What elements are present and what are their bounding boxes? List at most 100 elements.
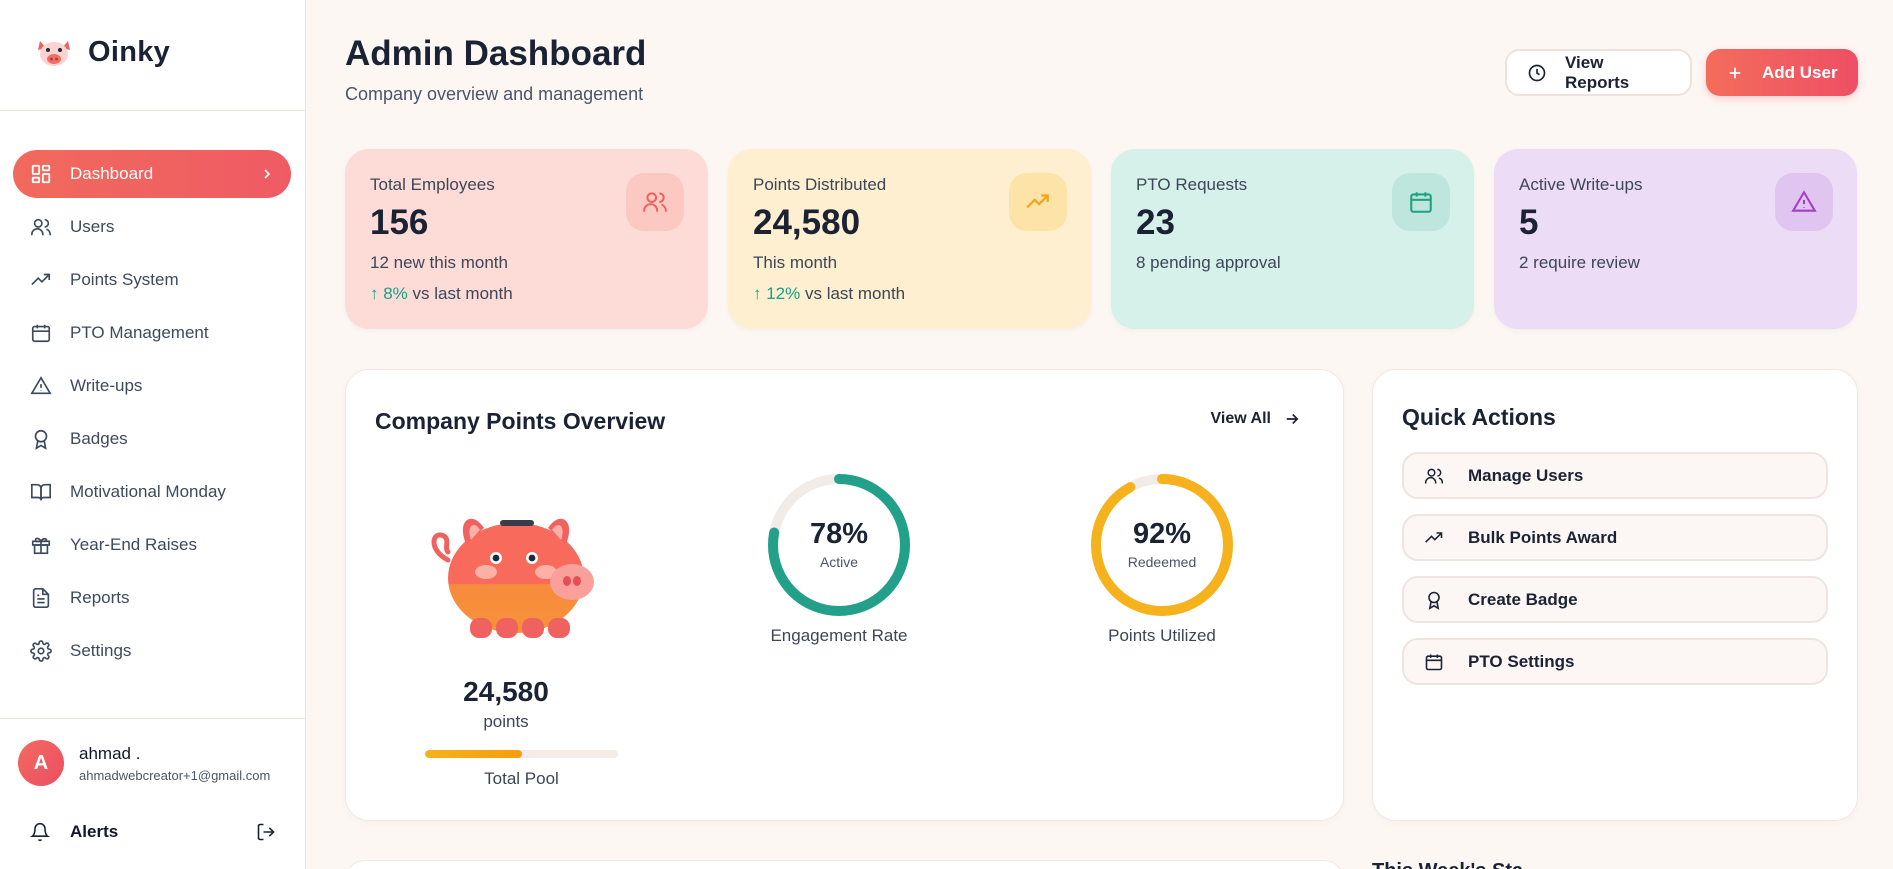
points-utilized-ring: 92% Redeemed bbox=[1087, 470, 1237, 620]
pto-settings-button[interactable]: PTO Settings bbox=[1402, 638, 1828, 685]
users-icon bbox=[29, 215, 53, 239]
sidebar-item-motivational-monday[interactable]: Motivational Monday bbox=[13, 468, 291, 516]
alert-triangle-icon bbox=[29, 374, 53, 398]
sidebar-item-settings[interactable]: Settings bbox=[13, 627, 291, 675]
create-badge-button[interactable]: Create Badge bbox=[1402, 576, 1828, 623]
sidebar-item-write-ups[interactable]: Write-ups bbox=[13, 362, 291, 410]
pool-progress-fill bbox=[425, 750, 522, 758]
sidebar-item-points-system[interactable]: Points System bbox=[13, 256, 291, 304]
sidebar-item-dashboard[interactable]: Dashboard bbox=[13, 150, 291, 198]
view-reports-label: View Reports bbox=[1565, 52, 1630, 92]
award-icon bbox=[29, 427, 53, 451]
chevron-right-icon bbox=[259, 166, 275, 182]
user-profile[interactable]: A ahmad . ahmadwebcreator+1@gmail.com bbox=[18, 740, 279, 786]
page-subtitle: Company overview and management bbox=[345, 84, 644, 104]
stat-card-pto-requests[interactable]: PTO Requests 23 8 pending approval bbox=[1111, 149, 1474, 329]
book-open-icon bbox=[29, 480, 53, 504]
stat-trend: ↑ 12% vs last month bbox=[753, 284, 1066, 304]
sidebar-item-label: Points System bbox=[70, 270, 179, 289]
ring-value: 78% bbox=[809, 518, 869, 550]
sidebar-item-label: Write-ups bbox=[70, 376, 143, 395]
sidebar-item-label: Year-End Raises bbox=[70, 535, 197, 554]
quick-actions-panel: Quick Actions Manage Users Bulk Points A… bbox=[1372, 369, 1858, 821]
logout-icon[interactable] bbox=[256, 822, 276, 842]
stat-value: 24,580 bbox=[753, 203, 861, 242]
clock-icon bbox=[1527, 63, 1547, 83]
sidebar: Oinky Dashboard Users Points System bbox=[0, 0, 306, 869]
sidebar-item-label: Badges bbox=[70, 429, 128, 448]
manage-users-button[interactable]: Manage Users bbox=[1402, 452, 1828, 499]
stat-trend: ↑ 8% vs last month bbox=[370, 284, 683, 304]
gift-icon bbox=[29, 533, 53, 557]
stat-subtext: This month bbox=[753, 253, 838, 272]
panel-title: Quick Actions bbox=[1402, 404, 1556, 430]
stat-label: Active Write-ups bbox=[1519, 175, 1643, 194]
brand-name: Oinky bbox=[88, 35, 171, 68]
trending-up-icon bbox=[1424, 528, 1444, 548]
sidebar-item-badges[interactable]: Badges bbox=[13, 415, 291, 463]
user-email: ahmadwebcreator+1@gmail.com bbox=[79, 767, 271, 783]
view-all-label: View All bbox=[1210, 410, 1271, 427]
stat-card-points-distributed[interactable]: Points Distributed 24,580 This month ↑ 1… bbox=[728, 149, 1091, 329]
arrow-right-icon bbox=[1283, 410, 1301, 428]
dashboard-icon bbox=[29, 162, 53, 186]
quick-action-label: Manage Users bbox=[1468, 465, 1584, 485]
trend-text: vs last month bbox=[800, 284, 906, 303]
pool-label: Total Pool bbox=[484, 769, 559, 788]
stat-label: Points Distributed bbox=[753, 175, 887, 194]
pool-value: 24,580 bbox=[463, 676, 549, 707]
gear-icon bbox=[29, 639, 53, 663]
bell-icon[interactable] bbox=[30, 822, 50, 842]
stat-subtext: 2 require review bbox=[1519, 253, 1640, 272]
calendar-icon bbox=[1392, 173, 1450, 231]
view-all-link[interactable]: View All bbox=[1211, 410, 1301, 428]
stat-label: Total Employees bbox=[370, 175, 495, 194]
ring-sublabel: Active bbox=[819, 554, 859, 570]
page-title: Admin Dashboard bbox=[345, 34, 647, 73]
quick-action-label: Create Badge bbox=[1468, 589, 1578, 609]
stat-subtext: 8 pending approval bbox=[1136, 253, 1281, 272]
ring-label: Engagement Rate bbox=[770, 626, 908, 645]
award-icon bbox=[1424, 590, 1444, 610]
partial-section-title: This Week's Sta... bbox=[1372, 860, 1540, 869]
sidebar-item-label: Dashboard bbox=[70, 164, 154, 183]
plus-icon bbox=[1726, 64, 1744, 82]
ring-value: 92% bbox=[1132, 518, 1192, 550]
brand[interactable]: Oinky bbox=[34, 30, 170, 74]
sidebar-item-label: Motivational Monday bbox=[70, 482, 226, 501]
add-user-button[interactable]: Add User bbox=[1706, 49, 1858, 96]
sidebar-item-reports[interactable]: Reports bbox=[13, 574, 291, 622]
file-text-icon bbox=[29, 586, 53, 610]
ring-progress-arc bbox=[1091, 474, 1233, 616]
stat-label: PTO Requests bbox=[1136, 175, 1248, 194]
quick-action-label: Bulk Points Award bbox=[1468, 527, 1618, 547]
trending-up-icon bbox=[1009, 173, 1067, 231]
view-reports-button[interactable]: View Reports bbox=[1505, 49, 1692, 96]
pool-progress-bar bbox=[425, 750, 618, 758]
add-user-label: Add User bbox=[1762, 62, 1838, 82]
engagement-rate-ring: 78% Active bbox=[764, 470, 914, 620]
sidebar-item-year-end-raises[interactable]: Year-End Raises bbox=[13, 521, 291, 569]
pool-unit: points bbox=[483, 712, 529, 731]
user-name: ahmad . bbox=[79, 743, 141, 763]
stat-value: 5 bbox=[1519, 203, 1539, 242]
ring-sublabel: Redeemed bbox=[1127, 554, 1197, 570]
avatar: A bbox=[18, 740, 64, 786]
ring-progress-arc bbox=[768, 474, 910, 616]
alerts-button[interactable]: Alerts bbox=[70, 822, 119, 841]
stat-subtext: 12 new this month bbox=[370, 253, 508, 272]
stat-card-total-employees[interactable]: Total Employees 156 12 new this month ↑ … bbox=[345, 149, 708, 329]
trend-value: ↑ 12% bbox=[753, 284, 801, 303]
alert-triangle-icon bbox=[1775, 173, 1833, 231]
calendar-icon bbox=[1424, 652, 1444, 672]
partial-card bbox=[345, 860, 1344, 869]
divider bbox=[0, 718, 305, 719]
bulk-points-award-button[interactable]: Bulk Points Award bbox=[1402, 514, 1828, 561]
pig-logo-icon bbox=[34, 35, 74, 69]
piggy-bank-illustration bbox=[426, 500, 606, 640]
calendar-icon bbox=[29, 321, 53, 345]
trend-text: vs last month bbox=[407, 284, 513, 303]
sidebar-item-users[interactable]: Users bbox=[13, 203, 291, 251]
sidebar-item-pto-management[interactable]: PTO Management bbox=[13, 309, 291, 357]
stat-card-active-write-ups[interactable]: Active Write-ups 5 2 require review bbox=[1494, 149, 1857, 329]
